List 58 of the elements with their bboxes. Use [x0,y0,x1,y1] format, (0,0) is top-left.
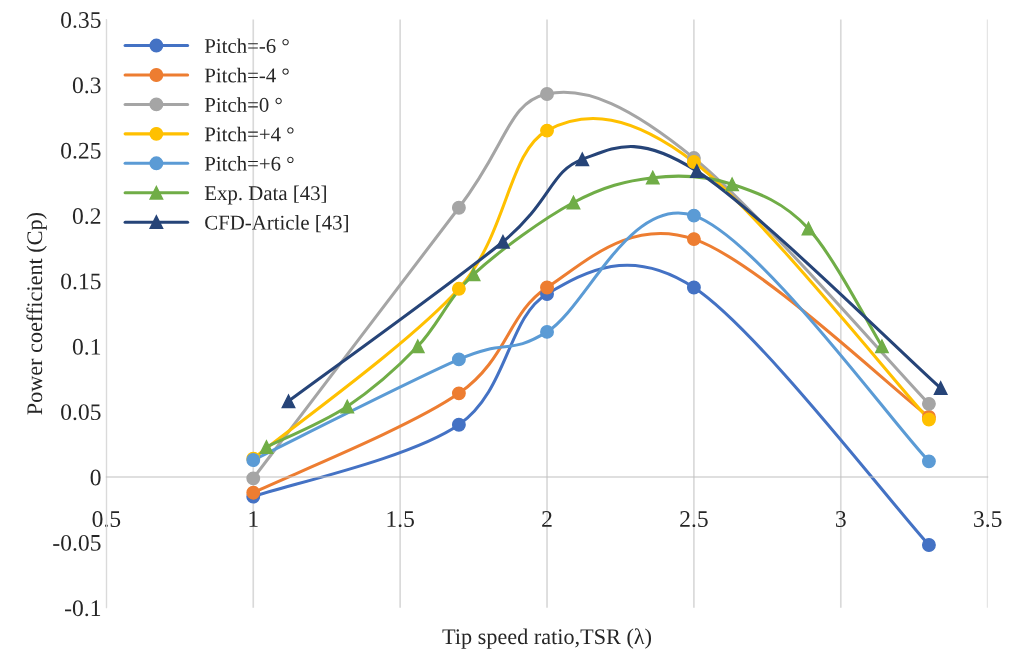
y-tick-label: 0.2 [72,208,101,225]
legend-label: Exp. Data [43] [204,185,326,205]
y-tick-label: 0.35 [61,11,101,29]
point [281,394,296,409]
y-tick-label: 0.25 [61,142,101,159]
y-tick-label: 0.05 [61,404,101,421]
y-tick-label: 0.1 [72,338,101,355]
x-tick-label: 1.5 [387,511,414,528]
point [451,417,466,432]
x-tick-label: 0.5 [92,511,121,528]
point [725,177,740,192]
point [645,170,660,185]
point [246,471,261,486]
y-tick-label: -0.05 [53,534,101,551]
legend-label: Pitch=+6 ° [204,156,294,171]
y-tick-label: 0.15 [61,273,101,290]
point [466,267,481,282]
point [921,396,936,411]
point [566,195,581,210]
point [921,538,936,552]
point [451,281,466,296]
y-tick-label: 0 [90,469,101,486]
x-tick-label: 2.5 [680,511,708,528]
legend-label: Pitch=-6 ° [204,38,289,54]
point [540,123,554,138]
legend-label: Pitch=-4 ° [204,67,289,83]
point [259,440,274,454]
point [451,386,466,401]
point [686,208,701,223]
legend-label: Pitch=+4 ° [204,126,294,142]
x-tick-label: 3 [836,511,846,527]
point [540,87,554,101]
y-tick-label: 0.3 [72,77,101,94]
point [410,339,425,354]
point [686,155,701,169]
point [540,280,554,295]
x-tick-label: 1 [249,511,258,527]
point [451,200,466,215]
point [689,164,704,179]
point [451,352,466,367]
legend-label: CFD-Article [43] [205,215,348,233]
x-tick-label: 3.5 [974,511,1002,528]
y-tick-label: -0.1 [65,600,101,617]
point [933,381,948,396]
point [246,485,261,500]
point [874,339,889,354]
point [686,280,701,295]
point [686,232,701,247]
x-axis-title: Tip speed ratio,TSR (λ) [442,628,652,649]
point [540,324,554,339]
point [496,234,510,249]
point [340,399,355,414]
y-axis-title: Power coefficient (Cp) [26,212,47,415]
legend-label: Pitch=0 ° [204,97,282,112]
x-tick-label: 2 [542,511,552,527]
point [801,221,816,236]
point [921,454,936,469]
point [575,152,590,167]
